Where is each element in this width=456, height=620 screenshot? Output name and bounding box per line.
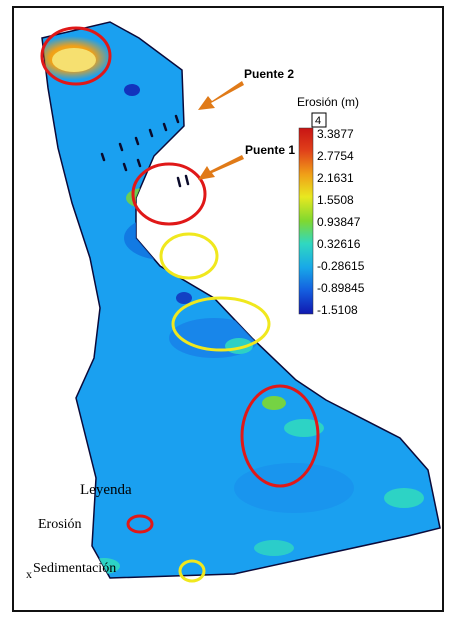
scale-tick-label: 0.32616 <box>317 237 361 251</box>
scale-title: Erosión (m) <box>297 95 359 109</box>
erosion-circle <box>131 162 207 226</box>
bridge-1-label: Puente 1 <box>245 143 295 157</box>
erosion-circle <box>240 384 320 488</box>
map-frame: Puente 2 Puente 1 Erosión (m) 4 3.3877 2.… <box>12 6 444 612</box>
scale-tick-label: 3.3877 <box>317 127 354 141</box>
bridge-2-label: Puente 2 <box>244 67 294 81</box>
arrow-bridge-2 <box>198 81 244 110</box>
sedimentation-circle <box>171 296 271 352</box>
scale-tick-label: 1.5508 <box>317 193 354 207</box>
scale-tick-label: -0.89845 <box>317 281 365 295</box>
legend-title: Leyenda <box>80 482 132 498</box>
scale-tick-label: 0.93847 <box>317 215 361 229</box>
erosion-map: Puente 2 Puente 1 Erosión (m) 4 3.3877 2.… <box>26 21 441 583</box>
bridge-arrows <box>198 81 244 180</box>
legend-sedimentation-label: Sedimentación <box>33 561 116 576</box>
erosion-circles <box>40 26 320 488</box>
scale-tick-label: -1.5108 <box>317 303 358 317</box>
legend-mark: x <box>26 567 32 581</box>
scale-tick-label: -0.28615 <box>317 259 365 273</box>
sedimentation-circles <box>159 232 271 352</box>
scale-ticks: 3.3877 2.7754 2.1631 1.5508 0.93847 0.32616 -0… <box>317 127 365 317</box>
scale-tick-label: 2.1631 <box>317 171 354 185</box>
erosion-scale: Erosión (m) 4 3.3877 2.7754 2.1631 1.5508 0.… <box>297 95 365 317</box>
scale-badge: 4 <box>315 115 321 127</box>
legend-erosion-swatch <box>126 514 154 534</box>
erosion-circle <box>40 26 112 86</box>
scale-colorbar <box>298 127 314 315</box>
legend: Leyenda Erosión x Sedimentación <box>26 482 206 583</box>
scale-tick-label: 2.7754 <box>317 149 354 163</box>
scale-badge-box <box>311 112 327 128</box>
legend-erosion-label: Erosión <box>38 517 82 532</box>
legend-sedimentation-swatch <box>178 559 206 583</box>
sedimentation-circle <box>159 232 219 280</box>
arrow-bridge-1 <box>198 155 244 180</box>
